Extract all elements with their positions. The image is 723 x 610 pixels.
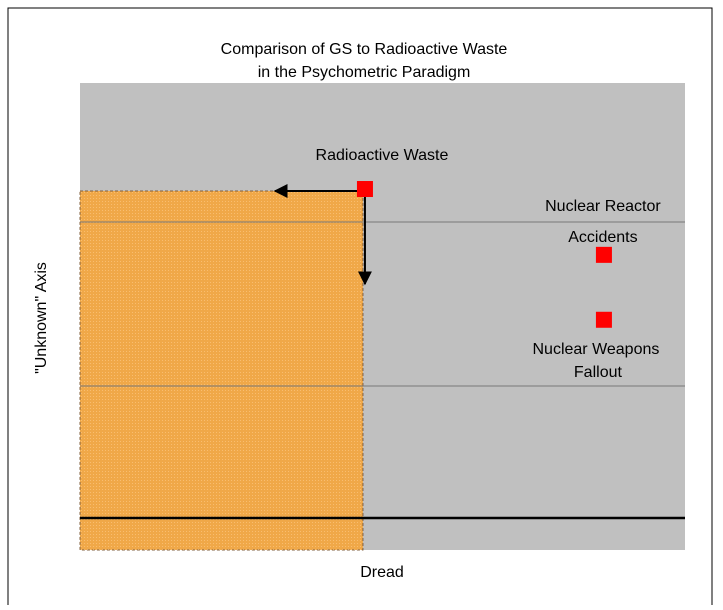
point-label: Accidents — [568, 229, 637, 246]
point-label: Fallout — [574, 364, 623, 381]
point — [595, 246, 612, 263]
plot-area — [79, 83, 685, 551]
x-axis-label: Dread — [360, 564, 404, 581]
point-label: Nuclear Weapons — [532, 341, 659, 358]
y-axis-label: "Unknown" Axis — [33, 262, 50, 374]
highlight-texture — [80, 191, 363, 550]
chart-title: Comparison of GS to Radioactive Waste — [221, 41, 508, 58]
point-label: Radioactive Waste — [316, 147, 449, 164]
point — [595, 311, 612, 328]
point-label: Nuclear Reactor — [545, 198, 661, 215]
point — [356, 181, 373, 198]
chart-title: in the Psychometric Paradigm — [258, 64, 471, 81]
